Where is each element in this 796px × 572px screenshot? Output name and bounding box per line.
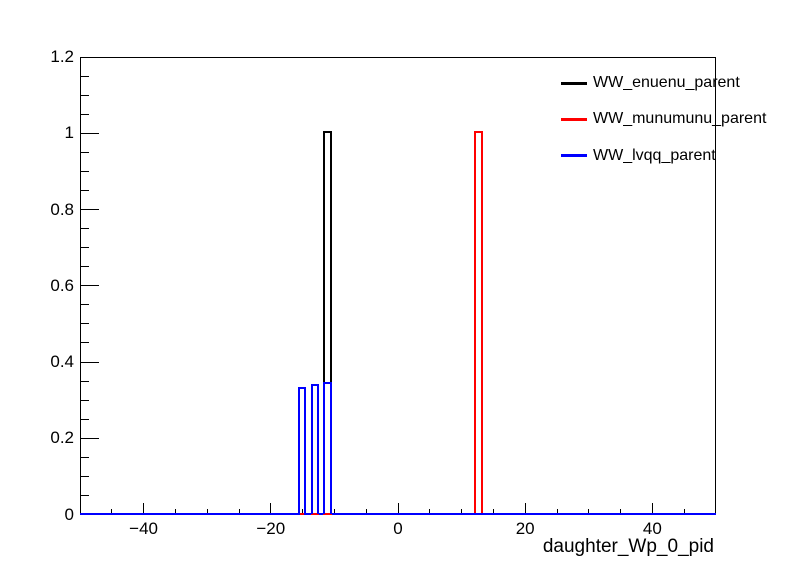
histogram-bar [297, 386, 307, 515]
y-axis-minor-tick [80, 323, 89, 325]
legend-marker-line [561, 154, 587, 158]
y-axis-minor-tick [80, 75, 89, 77]
y-axis-tick-label: 0.6 [50, 275, 74, 295]
y-axis-minor-tick [80, 94, 89, 96]
x-axis-minor-tick [238, 508, 240, 515]
y-axis-minor-tick [80, 399, 89, 401]
x-axis-major-tick [524, 502, 526, 515]
y-axis-minor-tick [80, 113, 89, 115]
y-axis-tick-label: 0.8 [50, 199, 74, 219]
histogram-bar [323, 382, 332, 515]
y-axis-tick-label: 0.2 [50, 428, 74, 448]
x-axis-tick-label: −40 [129, 518, 159, 538]
x-axis-minor-tick [365, 508, 367, 515]
x-axis-minor-tick [620, 508, 622, 515]
y-axis-minor-tick [80, 494, 89, 496]
histogram-bar [310, 384, 320, 515]
x-axis-minor-tick [429, 508, 431, 515]
x-axis-major-tick [397, 502, 399, 515]
legend-marker-line [561, 81, 587, 85]
legend-label: WW_lvqq_parent [593, 146, 716, 164]
x-axis-major-tick [143, 502, 145, 515]
x-axis-major-tick [651, 502, 653, 515]
y-axis-major-tick [80, 361, 99, 363]
histogram-bar [474, 131, 484, 515]
series-zero-line [306, 512, 311, 515]
x-axis-minor-tick [556, 508, 558, 515]
series-zero-line [331, 512, 716, 515]
x-axis-minor-tick [683, 508, 685, 515]
x-axis-major-tick [270, 502, 272, 515]
x-axis-minor-tick [461, 508, 463, 515]
y-axis-minor-tick [80, 228, 89, 230]
y-axis-tick-label: 1.2 [50, 47, 74, 66]
x-axis-tick-label: 20 [515, 518, 535, 538]
y-axis-major-tick [80, 132, 99, 134]
legend-item: WW_munumunu_parent [557, 101, 796, 137]
x-axis-minor-tick [206, 508, 208, 515]
y-axis-minor-tick [80, 247, 89, 249]
y-axis-minor-tick [80, 304, 89, 306]
series-zero-line [80, 512, 298, 515]
y-axis-major-tick [80, 209, 99, 210]
x-axis-minor-tick [111, 508, 113, 515]
histogram-bar [323, 131, 332, 515]
x-axis-tick-label: −20 [256, 518, 286, 538]
y-axis-minor-tick [80, 189, 89, 191]
y-axis-minor-tick [80, 456, 89, 458]
x-axis-minor-tick [492, 508, 494, 515]
y-axis-minor-tick [80, 266, 89, 268]
y-axis-tick-label: 0 [64, 504, 74, 524]
x-axis-tick-label: 0 [393, 518, 403, 538]
x-axis-minor-tick [333, 508, 335, 515]
y-axis-minor-tick [80, 475, 89, 477]
legend-label: WW_munumunu_parent [593, 110, 767, 128]
y-axis-major-tick [80, 285, 99, 287]
legend: WW_enuenu_parent WW_munumunu_parent WW_lvq… [557, 65, 796, 174]
x-axis-minor-tick [174, 508, 176, 515]
x-axis-tick-label: 40 [642, 518, 662, 538]
x-axis-minor-tick [588, 508, 590, 515]
y-axis-tick-label: 0.4 [50, 352, 74, 371]
x-axis-minor-tick [302, 508, 304, 515]
legend-item: WW_enuenu_parent [557, 65, 796, 101]
y-axis-minor-tick [80, 151, 89, 153]
legend-marker-line [561, 117, 587, 121]
y-axis-minor-tick [80, 342, 89, 344]
y-axis-minor-tick [80, 380, 89, 382]
legend-item: WW_lvqq_parent [557, 138, 796, 174]
y-axis-minor-tick [80, 418, 89, 420]
series-zero-line [319, 512, 324, 515]
y-axis-tick-label: 1 [64, 123, 74, 143]
y-axis-major-tick [80, 437, 99, 439]
x-axis-title: daughter_Wp_0_pid [542, 536, 714, 557]
y-axis-minor-tick [80, 170, 89, 172]
legend-label: WW_enuenu_parent [593, 74, 740, 92]
